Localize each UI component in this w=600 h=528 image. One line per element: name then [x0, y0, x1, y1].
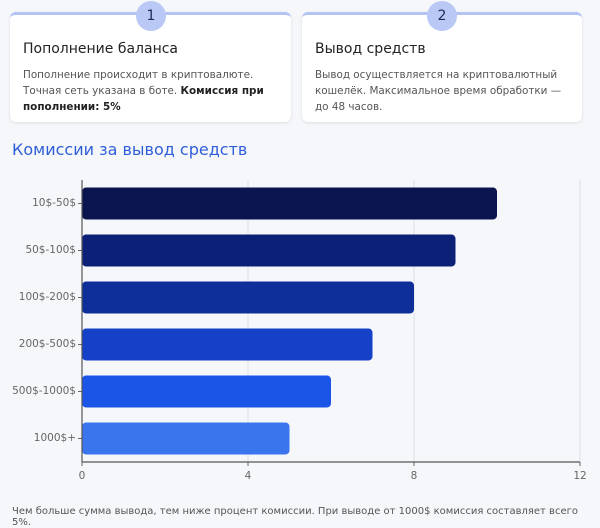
bar	[82, 422, 290, 455]
commission-chart: 10$-50$ 50$-100$ 100$-200$ 200$-500$ 500$-10…	[0, 166, 600, 498]
bar	[82, 328, 373, 361]
y-tick-label: 100$-200$	[18, 290, 76, 303]
y-tick-label: 1000$+	[33, 431, 76, 444]
chart-svg	[78, 180, 581, 466]
card-text: Пополнение происходит в криптовалюте. То…	[23, 67, 277, 115]
deposit-card: 1 Пополнение баланса Пополнение происход…	[10, 1, 291, 122]
y-tick-label: 10$-50$	[32, 196, 76, 209]
step-badge: 1	[136, 1, 166, 31]
commission-note: Комиссия при пополнении: 5%	[23, 85, 264, 113]
y-tick-label: 50$-100$	[25, 243, 76, 256]
card-text: Вывод осуществляется на криптовалютный к…	[315, 67, 568, 115]
card-title: Пополнение баланса	[23, 41, 179, 57]
x-tick-label: 4	[244, 470, 252, 482]
bar	[82, 234, 456, 267]
bar	[82, 375, 331, 408]
card-body-text: Вывод осуществляется на криптовалютный к…	[315, 69, 562, 113]
bar	[82, 281, 414, 314]
chart-section-title: Комиссии за вывод средств	[12, 140, 248, 159]
x-tick-label: 0	[78, 470, 86, 482]
x-tick-label: 8	[410, 470, 418, 482]
y-tick-label: 500$-1000$	[12, 384, 76, 397]
x-tick-label: 12	[573, 470, 587, 482]
y-tick-label: 200$-500$	[18, 337, 76, 350]
card-title: Вывод средств	[315, 41, 426, 57]
footnote: Чем больше сумма вывода, тем ниже процен…	[12, 506, 578, 528]
withdraw-card: 2 Вывод средств Вывод осуществляется на …	[302, 1, 582, 122]
bar	[82, 187, 497, 220]
card-body-text: Пополнение происходит в криптовалюте. То…	[23, 69, 254, 97]
step-badge: 2	[427, 1, 457, 31]
